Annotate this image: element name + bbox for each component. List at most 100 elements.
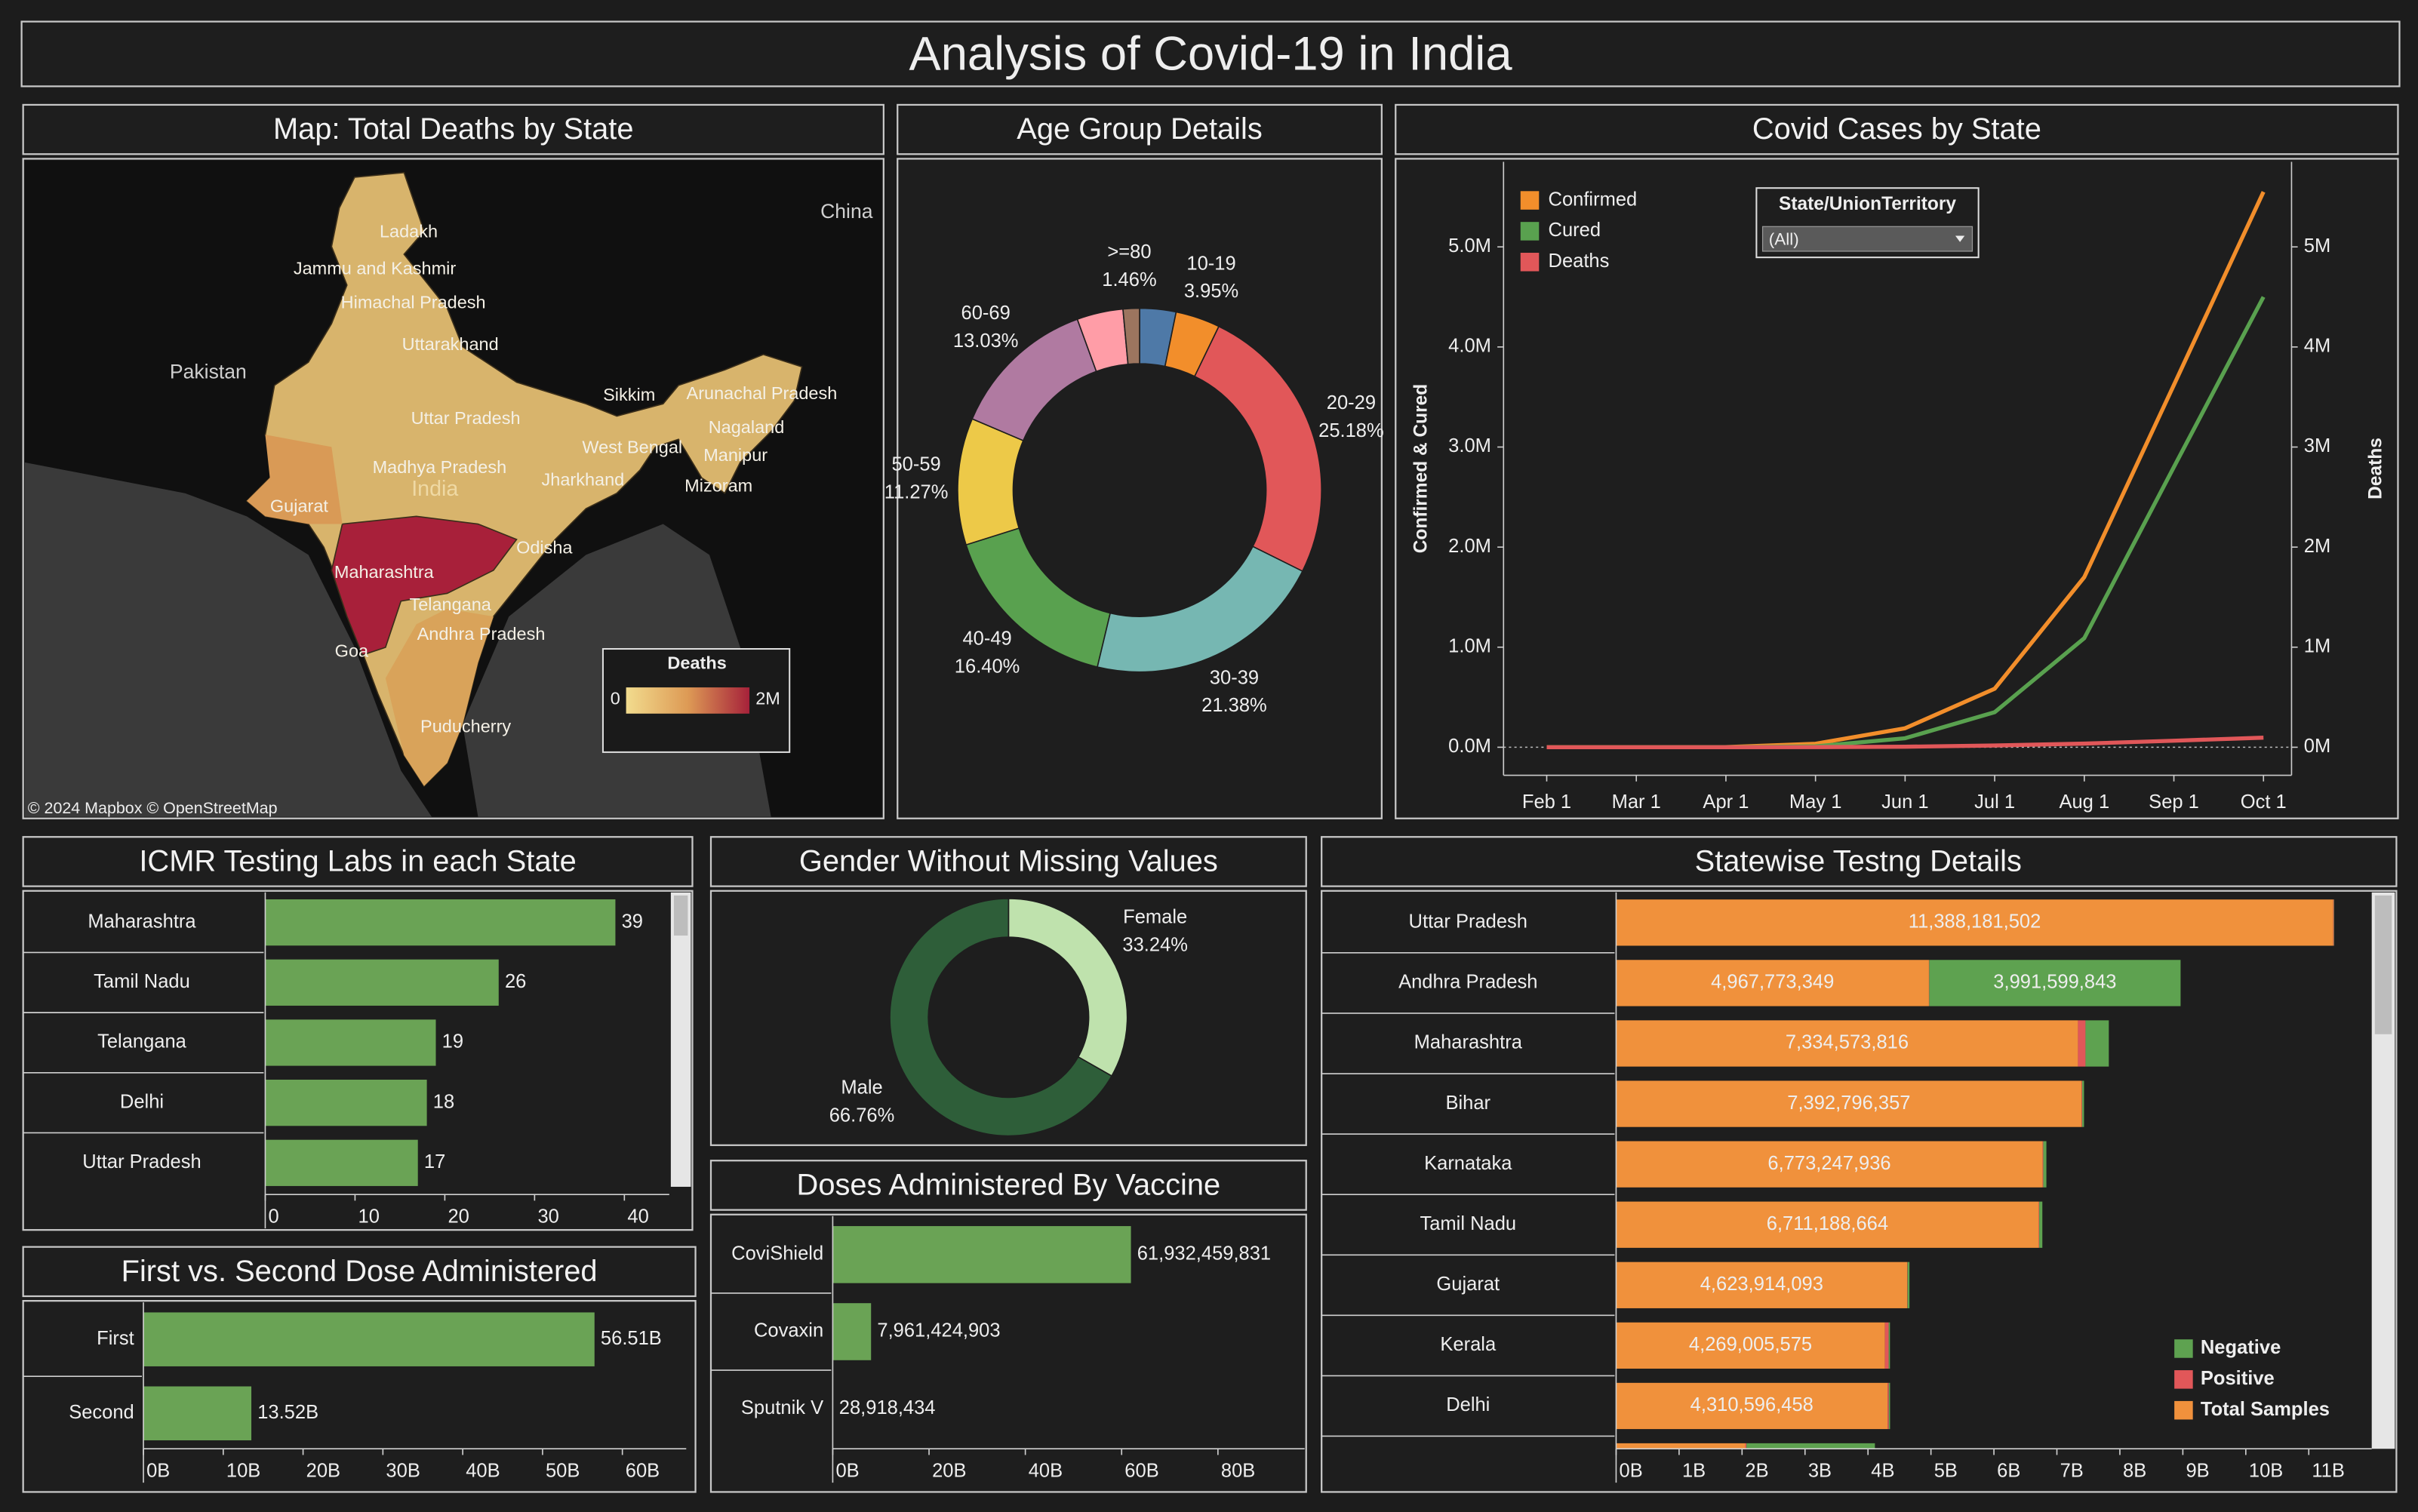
legend-label: Confirmed <box>1549 189 1638 210</box>
bar-segment <box>1616 960 1929 1006</box>
panel-title: Age Group Details <box>1017 112 1262 146</box>
bar-segment <box>1746 1443 1875 1449</box>
legend-swatch <box>2174 1339 2193 1358</box>
x-tick-label: 50B <box>546 1461 580 1482</box>
maharashtra-shape <box>331 515 518 656</box>
y-tick-label: 4.0M <box>1448 336 1491 357</box>
bar-group: Maharashtra 39 Tamil Nadu 26 Telangana 19 Delh… <box>23 899 643 1186</box>
bar <box>265 899 616 946</box>
panel-title-box <box>1321 836 2398 887</box>
x-tick-label: Apr 1 <box>1703 791 1749 813</box>
map-credit: © 2024 Mapbox © OpenStreetMap <box>28 799 278 817</box>
panel <box>1395 158 2399 819</box>
slice-label: 10-19 <box>1186 253 1235 274</box>
panel-title: ICMR Testing Labs in each State <box>139 845 576 878</box>
dropdown-arrow[interactable] <box>1955 235 1965 242</box>
bar-value-label: 7,334,573,816 <box>1786 1032 1909 1053</box>
bar-segment <box>1616 1322 1885 1369</box>
donut-slice <box>1096 545 1303 673</box>
donut-slice <box>1193 325 1322 573</box>
place-label: Goa <box>335 641 369 660</box>
bar-value-label: 26 <box>505 971 526 992</box>
bar-segment <box>1616 1201 2039 1248</box>
bar-value-label: 6,773,247,936 <box>1767 1153 1890 1174</box>
panel-title: Doses Administered By Vaccine <box>797 1169 1221 1202</box>
panel-title: Map: Total Deaths by State <box>273 112 634 146</box>
bar <box>265 1139 418 1186</box>
y-axis-label: Confirmed & Cured <box>1410 384 1431 554</box>
slice-label: Male <box>841 1077 882 1099</box>
bar-segment <box>1888 1322 1890 1369</box>
category-label: Gujarat <box>1436 1274 1500 1295</box>
category-label: Uttar Pradesh <box>1409 911 1527 933</box>
scrollbar-thumb[interactable] <box>2374 895 2392 1034</box>
bar-value-label: 4,623,914,093 <box>1700 1274 1823 1295</box>
bar-segment <box>1616 1080 2082 1127</box>
place-label: Uttar Pradesh <box>411 408 521 428</box>
slice-label: 60-69 <box>961 303 1011 324</box>
place-label: Himachal Pradesh <box>341 293 486 312</box>
bar-segment <box>2038 1201 2040 1248</box>
slice-label: >=80 <box>1107 241 1151 263</box>
bar-segment <box>1616 1262 1908 1308</box>
y2-tick-label: 0M <box>2304 736 2330 757</box>
bar-segment <box>2039 1201 2043 1248</box>
bar <box>143 1312 595 1366</box>
slice-label: 30-39 <box>1210 667 1259 688</box>
map: Ladakh Jammu and Kashmir Himachal Prades… <box>24 160 882 817</box>
place-label: Madhya Pradesh <box>373 457 507 477</box>
category-label: Tamil Nadu <box>94 971 190 992</box>
x-tick-label: Feb 1 <box>1522 791 1571 813</box>
x-tick-label: 10B <box>2249 1461 2283 1482</box>
x-tick-label: 20B <box>932 1461 966 1482</box>
x-tick-label: 10 <box>358 1206 380 1228</box>
y2-tick-label: 5M <box>2304 235 2330 257</box>
place-label: Maharashtra <box>334 562 435 582</box>
bar-segment <box>1616 899 2333 946</box>
legend-swatch <box>2174 1400 2193 1420</box>
legend-swatch <box>2174 1370 2193 1389</box>
x-tick-label: 60B <box>1124 1461 1158 1482</box>
bar-segment <box>2043 1141 2047 1188</box>
y2-tick-label: 2M <box>2304 536 2330 557</box>
x-tick-label: 30 <box>537 1206 558 1228</box>
x-tick-label: 10B <box>226 1461 260 1482</box>
category-label: Telangana <box>97 1031 187 1053</box>
legend-label: Positive <box>2201 1368 2275 1389</box>
x-tick-label: Aug 1 <box>2059 791 2109 813</box>
slice-value: 16.40% <box>955 656 1020 677</box>
scrollbar-thumb[interactable] <box>673 895 688 936</box>
bar-value-label: 3,991,599,843 <box>1993 972 2116 993</box>
y2-axis-label: Deaths <box>2365 438 2386 499</box>
category-label: Delhi <box>1446 1394 1490 1415</box>
category-label: Kerala <box>1440 1334 1497 1355</box>
x-tick-label: 20 <box>448 1206 469 1228</box>
bar-value-label: 56.51B <box>601 1328 662 1349</box>
category-label: Tamil Nadu <box>1420 1213 1516 1234</box>
bar-segment <box>1929 960 2181 1006</box>
bar-segment <box>1888 1382 1890 1430</box>
category-label: Andhra Pradesh <box>1398 972 1537 993</box>
x-tick-label: 7B <box>2060 1461 2084 1482</box>
legend-label: Deaths <box>1549 250 1610 272</box>
filter-value[interactable]: (All) <box>1769 230 1799 249</box>
place-label: Nagaland <box>709 417 785 437</box>
legend-gradient <box>626 687 750 714</box>
donut-slice <box>1007 898 1128 1077</box>
x-tick-label: 40 <box>627 1206 648 1228</box>
x-tick-label: 0B <box>146 1461 170 1482</box>
bar-segment <box>1616 1020 2078 1067</box>
category-label: Karnataka <box>1424 1153 1512 1174</box>
place-label: Arunachal Pradesh <box>687 383 838 403</box>
filter-dropdown[interactable] <box>1761 226 1973 252</box>
place-label: Puducherry <box>420 716 511 736</box>
x-tick-label: 30B <box>386 1461 420 1482</box>
series-line <box>1546 736 2264 750</box>
slice-value: 66.76% <box>829 1105 895 1126</box>
x-tick-label: 2B <box>1745 1461 1768 1482</box>
x-tick-label: 40B <box>1029 1461 1063 1482</box>
x-tick-label: Oct 1 <box>2241 791 2287 813</box>
scrollbar[interactable] <box>670 892 691 1187</box>
category-label: Maharashtra <box>1414 1032 1523 1053</box>
bar-segment <box>1887 1382 1889 1430</box>
